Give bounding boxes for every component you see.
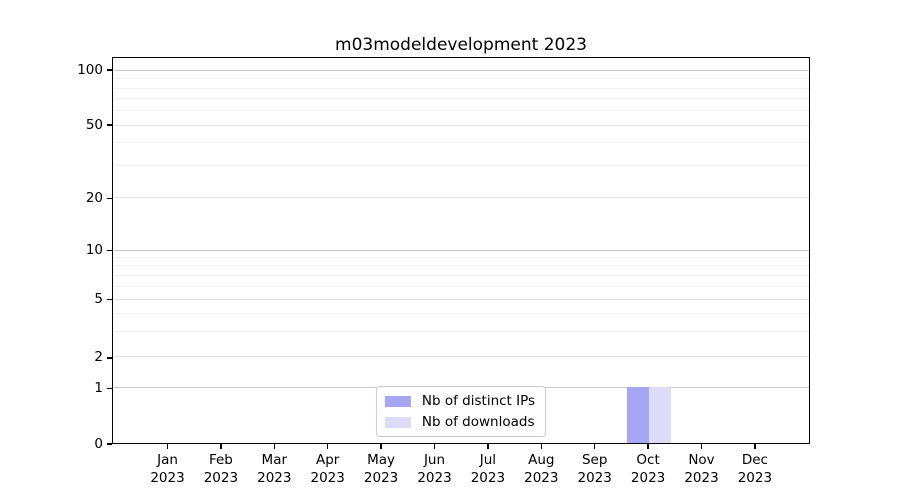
y-tick-mark-1 <box>107 387 112 390</box>
y-tick-mark-20 <box>107 197 112 199</box>
y-tick-label-50: 50 <box>85 116 103 133</box>
y-tick-mark-50 <box>107 124 112 126</box>
y-gridline-minor-9 <box>113 257 809 259</box>
x-tick-label-oct: Oct 2023 <box>606 451 690 487</box>
y-tick-mark-0 <box>107 443 112 445</box>
x-tick-year-mar: 2023 <box>257 470 292 486</box>
y-gridline-minor-70 <box>113 98 809 100</box>
x-tick-mark-apr <box>327 444 329 449</box>
x-tick-label-apr: Apr 2023 <box>286 451 370 487</box>
x-tick-label-nov: Nov 2023 <box>660 451 744 487</box>
x-tick-label-dec: Dec 2023 <box>713 451 797 487</box>
y-tick-mark-100 <box>107 69 112 71</box>
y-gridline-minor-90 <box>113 78 809 80</box>
x-tick-year-feb: 2023 <box>203 470 239 486</box>
legend-swatch-downloads <box>384 416 411 428</box>
x-tick-mark-jul <box>487 444 489 449</box>
x-tick-year-sep: 2023 <box>577 470 612 486</box>
legend-entry-downloads: Nb of downloads <box>384 414 535 430</box>
chart-title: m03modeldevelopment 2023 <box>335 35 587 55</box>
x-tick-mark-jun <box>433 444 436 449</box>
y-tick-label-1: 1 <box>94 379 103 396</box>
y-gridline-5 <box>113 298 809 300</box>
x-tick-mark-feb <box>220 444 222 449</box>
y-gridline-minor-6 <box>113 285 809 287</box>
bar-distinct-ips-oct <box>627 387 650 443</box>
x-tick-label-aug: Aug 2023 <box>499 451 583 487</box>
x-tick-mark-oct <box>647 444 649 449</box>
y-tick-label-10: 10 <box>85 242 103 259</box>
x-tick-mark-sep <box>594 444 596 449</box>
x-tick-label-sep: Sep 2023 <box>553 451 637 487</box>
legend-swatch-distinct-ips <box>384 395 411 407</box>
x-tick-year-aug: 2023 <box>524 470 559 486</box>
y-tick-mark-5 <box>107 299 112 301</box>
x-tick-year-apr: 2023 <box>310 470 345 486</box>
y-gridline-minor-4 <box>113 312 809 314</box>
x-tick-label-mar: Mar 2023 <box>232 451 316 487</box>
y-gridline-20 <box>113 197 809 199</box>
x-tick-label-may: May 2023 <box>339 451 423 487</box>
y-gridline-100 <box>113 69 809 71</box>
x-tick-mark-jan <box>166 444 169 449</box>
x-tick-label-jun: Jun 2023 <box>393 451 477 487</box>
y-gridline-minor-40 <box>113 142 809 144</box>
y-tick-label-5: 5 <box>94 291 103 308</box>
y-gridline-minor-8 <box>113 265 809 267</box>
y-gridline-minor-7 <box>113 274 809 276</box>
y-gridline-minor-30 <box>113 165 809 167</box>
y-gridline-2 <box>113 356 809 358</box>
y-gridline-minor-60 <box>113 110 809 112</box>
legend-label-distinct-ips: Nb of distinct IPs <box>421 393 536 409</box>
x-tick-mark-mar <box>273 444 275 449</box>
y-tick-label-100: 100 <box>77 61 103 78</box>
y-gridline-10 <box>113 249 809 251</box>
bar-downloads-oct <box>649 387 672 443</box>
y-gridline-minor-3 <box>113 330 809 332</box>
x-tick-year-jun: 2023 <box>417 470 452 486</box>
y-tick-label-20: 20 <box>85 189 103 206</box>
y-tick-mark-2 <box>107 357 112 359</box>
y-tick-label-2: 2 <box>94 349 103 366</box>
x-tick-year-oct: 2023 <box>630 470 666 486</box>
legend: Nb of distinct IPs Nb of downloads <box>375 386 547 437</box>
plot-area: Nb of distinct IPs Nb of downloads <box>112 57 810 444</box>
x-tick-year-jul: 2023 <box>470 470 506 486</box>
legend-entry-distinct-ips: Nb of distinct IPs <box>384 393 536 409</box>
x-tick-mark-nov <box>700 444 703 449</box>
x-tick-label-jul: Jul 2023 <box>446 451 530 487</box>
x-tick-year-nov: 2023 <box>684 470 719 486</box>
x-tick-year-dec: 2023 <box>737 470 773 486</box>
x-tick-label-jan: Jan 2023 <box>126 451 210 487</box>
y-tick-mark-10 <box>107 250 112 252</box>
y-tick-label-0: 0 <box>94 435 103 452</box>
x-tick-mark-dec <box>754 444 756 449</box>
x-tick-year-jan: 2023 <box>150 470 185 486</box>
y-gridline-minor-80 <box>113 87 809 89</box>
x-tick-label-feb: Feb 2023 <box>179 451 263 487</box>
legend-label-downloads: Nb of downloads <box>421 414 535 430</box>
y-gridline-50 <box>113 124 809 126</box>
x-tick-mark-may <box>380 444 382 449</box>
x-tick-year-may: 2023 <box>363 470 399 486</box>
x-tick-mark-aug <box>540 444 542 449</box>
